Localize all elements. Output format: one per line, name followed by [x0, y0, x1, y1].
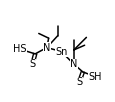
Text: Sn: Sn — [55, 47, 67, 57]
Text: S: S — [76, 77, 82, 87]
Text: N: N — [43, 43, 50, 53]
Text: N: N — [70, 59, 77, 69]
Text: HS: HS — [13, 44, 26, 54]
Text: SH: SH — [88, 72, 101, 82]
Text: S: S — [29, 59, 35, 69]
